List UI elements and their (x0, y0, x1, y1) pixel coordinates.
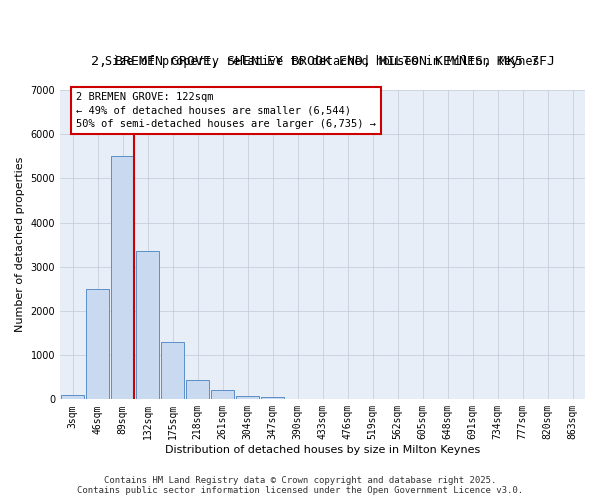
Bar (211, 390, 234, 400)
Bar (136, 252, 159, 400)
Title: Size of property relative to detached houses in Milton Keynes: Size of property relative to detached ho… (105, 55, 540, 68)
Bar (86, 289, 109, 400)
Bar (261, 397, 284, 400)
X-axis label: Distribution of detached houses by size in Milton Keynes: Distribution of detached houses by size … (165, 445, 480, 455)
Bar (161, 342, 184, 400)
Bar (236, 396, 259, 400)
Bar (186, 380, 209, 400)
Y-axis label: Number of detached properties: Number of detached properties (15, 157, 25, 332)
Bar (111, 156, 134, 400)
Bar (61, 395, 84, 400)
Text: Contains HM Land Registry data © Crown copyright and database right 2025.
Contai: Contains HM Land Registry data © Crown c… (77, 476, 523, 495)
Text: 2, BREMEN GROVE, SHENLEY BROOK END, MILTON KEYNES, MK5 7FJ: 2, BREMEN GROVE, SHENLEY BROOK END, MILT… (91, 56, 554, 68)
Text: 2 BREMEN GROVE: 122sqm
← 49% of detached houses are smaller (6,544)
50% of semi-: 2 BREMEN GROVE: 122sqm ← 49% of detached… (76, 92, 376, 128)
